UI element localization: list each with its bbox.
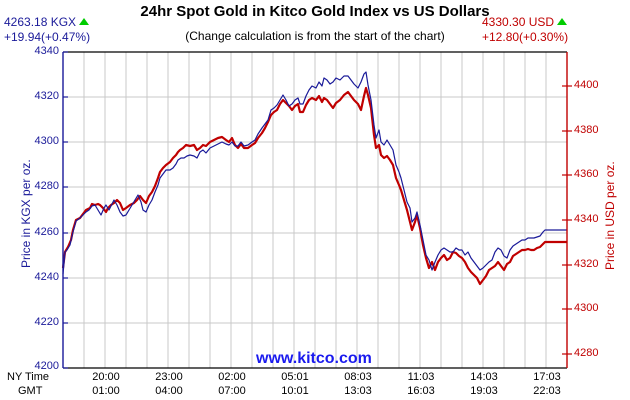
left-axis-title: Price in KGX per oz. (19, 159, 33, 268)
kgx-series-line (62, 71, 567, 275)
gmt-label: GMT (18, 385, 43, 397)
right-tick-label: 4360 (574, 168, 599, 180)
kgx-price-value: 4263.18 KGX (4, 15, 77, 29)
usd-change: +12.80(+0.30%) (482, 30, 569, 44)
left-axis-ticks (63, 51, 68, 369)
triangle-up-icon (557, 18, 568, 25)
kitco-watermark: www.kitco.com (256, 350, 372, 367)
right-axis-ticks (562, 85, 572, 355)
x-tick-ny: 14:03 (470, 371, 498, 383)
usd-price-value: 4330.30 USD (482, 15, 555, 29)
x-tick-ny: 20:00 (92, 371, 120, 383)
x-tick-gmt: 07:00 (218, 385, 246, 397)
x-tick-gmt: 04:00 (155, 385, 183, 397)
chart-subtitle: (Change calculation is from the start of… (185, 29, 445, 43)
left-tick-label: 4200 (34, 360, 59, 372)
usd-series-line (61, 86, 567, 286)
left-tick-label: 4280 (34, 180, 59, 192)
x-tick-gmt: 13:03 (344, 385, 372, 397)
x-tick-ny: 11:03 (407, 371, 435, 383)
left-tick-label: 4260 (34, 226, 59, 238)
x-tick-gmt: 10:01 (281, 385, 309, 397)
left-tick-label: 4340 (34, 45, 59, 57)
left-tick-label: 4220 (34, 316, 59, 328)
kgx-price: 4263.18 KGX (4, 15, 90, 29)
ny-time-label: NY Time (7, 371, 49, 383)
left-tick-label: 4240 (34, 271, 59, 283)
x-tick-ny: 02:00 (218, 371, 246, 383)
x-tick-gmt: 01:00 (92, 385, 120, 397)
x-tick-ny: 17:03 (533, 371, 561, 383)
right-tick-label: 4400 (574, 79, 599, 91)
kgx-change: +19.94(+0.47%) (4, 30, 91, 44)
x-tick-ny: 08:03 (344, 371, 372, 383)
right-tick-label: 4340 (574, 213, 599, 225)
right-tick-label: 4320 (574, 258, 599, 270)
chart-title: 24hr Spot Gold in Kitco Gold Index vs US… (140, 3, 490, 20)
x-tick-gmt: 19:03 (470, 385, 498, 397)
x-tick-gmt: 22:03 (533, 385, 561, 397)
triangle-up-icon (79, 18, 90, 25)
right-axis-title: Price in USD per oz. (603, 161, 617, 270)
right-tick-label: 4280 (574, 347, 599, 359)
right-tick-label: 4300 (574, 302, 599, 314)
left-tick-label: 4320 (34, 90, 59, 102)
left-tick-label: 4300 (34, 135, 59, 147)
x-tick-gmt: 16:03 (407, 385, 435, 397)
usd-price: 4330.30 USD (482, 15, 568, 29)
grid-horizontal (63, 96, 567, 324)
right-tick-label: 4380 (574, 124, 599, 136)
x-tick-ny: 23:00 (155, 371, 183, 383)
x-tick-ny: 05:01 (281, 371, 309, 383)
